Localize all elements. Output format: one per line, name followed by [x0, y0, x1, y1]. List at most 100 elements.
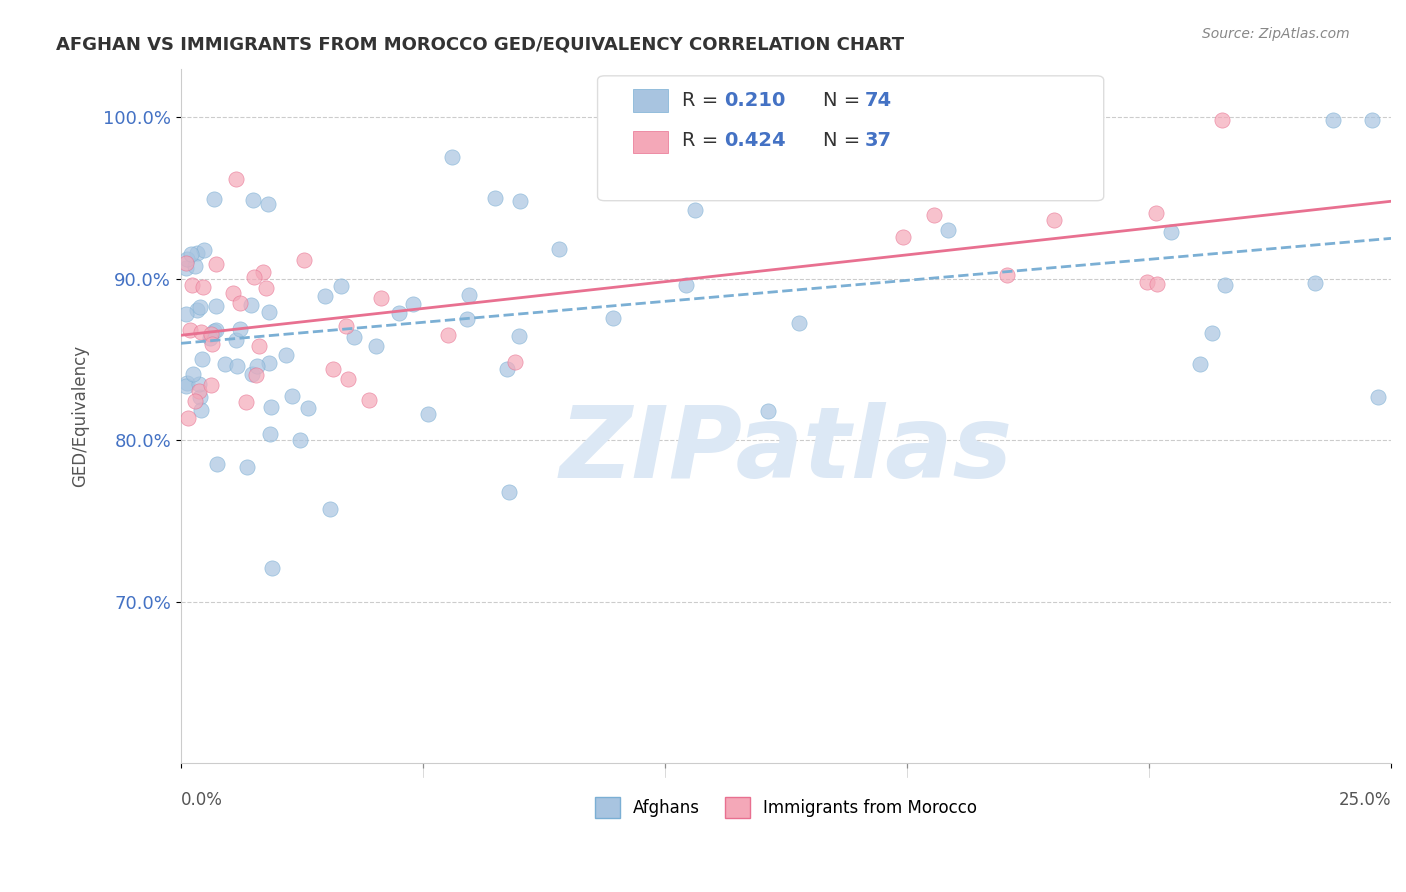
Text: N =: N = [823, 131, 866, 151]
Immigrants from Morocco [436, 328, 458, 343]
Afghans [202, 193, 225, 207]
Text: 0.210: 0.210 [724, 91, 786, 111]
Immigrants from Morocco [247, 338, 270, 352]
Immigrants from Morocco [370, 291, 392, 305]
Afghans [314, 289, 336, 303]
Afghans [256, 197, 278, 211]
Afghans [1305, 276, 1327, 290]
Text: 0.424: 0.424 [724, 131, 786, 151]
Immigrants from Morocco [188, 384, 211, 398]
Afghans [246, 359, 269, 374]
Immigrants from Morocco [235, 395, 257, 409]
Immigrants from Morocco [242, 270, 264, 285]
Immigrants from Morocco [1146, 277, 1168, 292]
Afghans [180, 246, 202, 260]
Immigrants from Morocco [922, 208, 945, 222]
Afghans [281, 389, 304, 403]
Afghans [418, 408, 440, 422]
Afghans [388, 305, 411, 319]
Afghans [188, 300, 211, 314]
Afghans [1201, 326, 1223, 340]
Afghans [242, 193, 264, 207]
Afghans [457, 288, 479, 302]
Immigrants from Morocco [1211, 113, 1233, 128]
Afghans [257, 356, 280, 370]
Y-axis label: GED/Equivalency: GED/Equivalency [72, 345, 89, 487]
Immigrants from Morocco [335, 319, 357, 334]
Afghans [236, 459, 259, 474]
Afghans [205, 457, 228, 471]
Immigrants from Morocco [254, 281, 277, 295]
Afghans [508, 328, 530, 343]
Afghans [190, 390, 212, 404]
Immigrants from Morocco [1136, 275, 1159, 289]
Legend: Afghans, Immigrants from Morocco: Afghans, Immigrants from Morocco [588, 790, 984, 824]
Immigrants from Morocco [174, 256, 197, 270]
Afghans [1322, 113, 1344, 128]
Text: AFGHAN VS IMMIGRANTS FROM MOROCCO GED/EQUIVALENCY CORRELATION CHART: AFGHAN VS IMMIGRANTS FROM MOROCCO GED/EQ… [56, 36, 904, 54]
Afghans [441, 151, 464, 165]
Afghans [198, 331, 221, 345]
Text: 37: 37 [865, 131, 891, 151]
Immigrants from Morocco [200, 378, 222, 392]
Afghans [787, 316, 810, 330]
Immigrants from Morocco [1043, 213, 1066, 227]
Immigrants from Morocco [252, 265, 274, 279]
Afghans [548, 242, 571, 256]
Text: 74: 74 [865, 91, 891, 111]
Afghans [1213, 277, 1236, 292]
Immigrants from Morocco [357, 392, 380, 407]
Afghans [262, 561, 284, 575]
Immigrants from Morocco [222, 285, 245, 300]
Afghans [214, 358, 236, 372]
Afghans [259, 426, 281, 441]
Immigrants from Morocco [225, 172, 247, 186]
Afghans [1361, 113, 1384, 128]
Immigrants from Morocco [190, 325, 212, 339]
Afghans [174, 260, 197, 275]
Immigrants from Morocco [891, 229, 914, 244]
Text: N =: N = [823, 91, 866, 111]
Afghans [1188, 357, 1211, 371]
Afghans [602, 311, 624, 326]
Afghans [319, 501, 342, 516]
Afghans [186, 245, 208, 260]
Immigrants from Morocco [505, 355, 527, 369]
Immigrants from Morocco [995, 268, 1018, 282]
Immigrants from Morocco [292, 252, 315, 267]
Immigrants from Morocco [179, 323, 201, 337]
Afghans [683, 202, 706, 217]
Afghans [297, 401, 319, 415]
Immigrants from Morocco [180, 277, 202, 292]
Text: 0.0%: 0.0% [181, 791, 222, 809]
Afghans [184, 260, 207, 274]
Immigrants from Morocco [245, 368, 267, 382]
Afghans [484, 191, 506, 205]
Afghans [239, 298, 262, 312]
Text: R =: R = [682, 91, 724, 111]
Text: ZIPatlas: ZIPatlas [560, 402, 1012, 499]
Immigrants from Morocco [337, 372, 360, 386]
Text: 25.0%: 25.0% [1339, 791, 1391, 809]
Afghans [174, 307, 197, 321]
Afghans [240, 367, 263, 381]
Immigrants from Morocco [177, 410, 200, 425]
Afghans [605, 114, 627, 128]
Afghans [202, 324, 225, 338]
Immigrants from Morocco [205, 257, 228, 271]
Afghans [225, 334, 247, 348]
Afghans [1367, 391, 1389, 405]
Afghans [756, 404, 779, 418]
Immigrants from Morocco [322, 362, 344, 376]
Afghans [257, 305, 280, 319]
Immigrants from Morocco [201, 336, 224, 351]
Immigrants from Morocco [200, 326, 222, 341]
Immigrants from Morocco [184, 394, 207, 409]
Afghans [329, 278, 352, 293]
Afghans [188, 376, 211, 391]
Afghans [274, 348, 297, 362]
Afghans [186, 303, 208, 318]
Afghans [498, 485, 520, 500]
Afghans [174, 379, 197, 393]
Afghans [509, 194, 531, 208]
